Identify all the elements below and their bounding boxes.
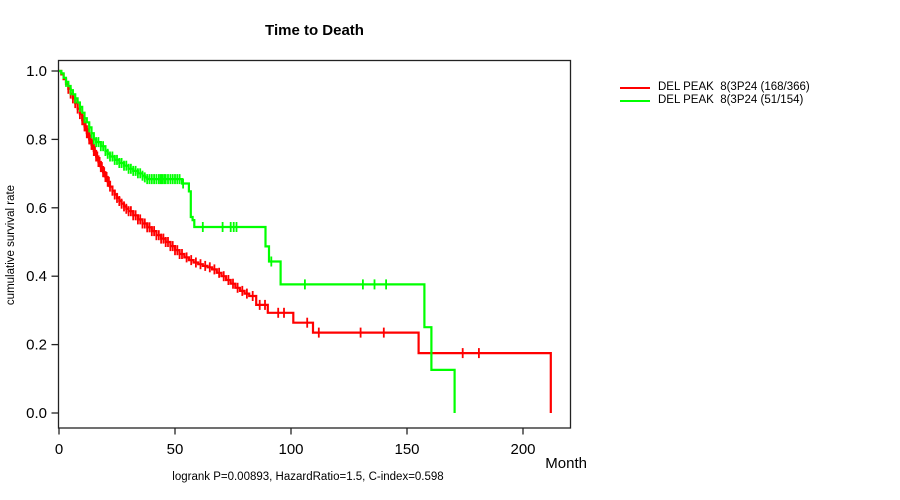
legend-label: DEL PEAK 8(3P24 (168/366)	[658, 81, 810, 93]
y-axis-label: cumulative survival rate	[5, 185, 17, 305]
legend: DEL PEAK 8(3P24 (168/366) DEL PEAK 8(3P2…	[620, 81, 810, 107]
km-curve-series-2	[59, 69, 456, 413]
x-tick-label: 150	[394, 441, 419, 458]
x-tick-label: 200	[510, 441, 535, 458]
legend-item: DEL PEAK 8(3P24 (168/366)	[620, 81, 810, 94]
y-tick-label: 0.8	[26, 131, 47, 148]
x-tick-label: 0	[55, 441, 63, 458]
y-tick-label: 0.6	[26, 200, 47, 217]
y-tick-label: 0.4	[26, 268, 47, 285]
page-title: Time to Death	[265, 22, 364, 39]
legend-line-icon	[620, 86, 650, 89]
legend-label: DEL PEAK 8(3P24 (51/154)	[658, 94, 804, 106]
x-axis-label: Month	[545, 455, 587, 472]
x-tick-label: 100	[278, 441, 303, 458]
plot-box	[57, 59, 572, 429]
legend-line-icon	[620, 99, 650, 102]
km-curve-series-1	[59, 69, 552, 413]
legend-item: DEL PEAK 8(3P24 (51/154)	[620, 94, 810, 107]
y-tick-label: 0.0	[26, 405, 47, 422]
y-tick-label: 0.2	[26, 337, 47, 354]
stats-caption: logrank P=0.00893, HazardRatio=1.5, C-in…	[172, 471, 444, 483]
x-tick-label: 50	[167, 441, 184, 458]
y-tick-label: 1.0	[26, 63, 47, 80]
